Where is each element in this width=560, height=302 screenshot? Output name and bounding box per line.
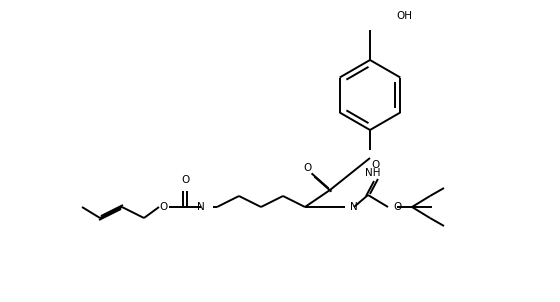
Text: O: O [372,160,380,170]
Text: OH: OH [396,11,412,21]
Text: O: O [393,202,402,212]
Text: O: O [303,163,311,173]
Text: N: N [197,202,205,212]
Text: NH: NH [365,168,380,178]
Text: N: N [350,202,358,212]
Text: O: O [181,175,189,185]
Text: O: O [160,202,168,212]
